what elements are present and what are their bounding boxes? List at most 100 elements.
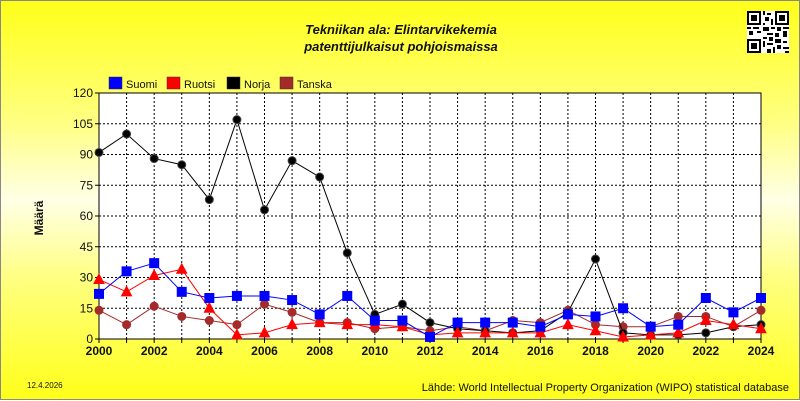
legend-label: Norja (244, 79, 271, 91)
data-point (231, 328, 243, 340)
y-tick-label: 15 (80, 301, 94, 315)
x-tick-label: 2016 (527, 344, 554, 358)
data-point (149, 154, 159, 164)
data-point (93, 272, 105, 285)
chart-title-line-2: patenttijulkaisut pohjoismaissa (304, 39, 498, 54)
data-point (231, 290, 242, 301)
series-suomi (94, 258, 766, 342)
data-point (258, 326, 271, 338)
legend-swatch (226, 76, 241, 90)
data-point (203, 301, 216, 313)
legend-item-norja: Norja (226, 76, 271, 91)
data-point (342, 290, 353, 301)
data-point (204, 316, 214, 326)
y-axis: 0 15 30 45 60 75 90 105 120 (73, 86, 99, 346)
data-point (479, 326, 491, 338)
y-tick-label: 75 (80, 178, 94, 192)
data-point (259, 290, 270, 301)
x-tick-label: 2022 (692, 344, 719, 358)
x-tick-label: 2018 (582, 344, 609, 358)
data-point (287, 156, 297, 166)
data-point (204, 195, 214, 205)
data-point (756, 293, 766, 303)
data-point (701, 328, 711, 338)
x-tick-label: 2008 (306, 344, 333, 358)
footer-source: Lähde: World Intellectual Property Organ… (421, 382, 789, 394)
data-point (480, 317, 491, 328)
data-point (645, 321, 656, 332)
data-point (232, 320, 242, 330)
data-point (287, 295, 298, 306)
data-point (314, 309, 325, 320)
data-point (313, 316, 326, 328)
x-tick-label: 2006 (251, 344, 278, 358)
data-point (728, 307, 739, 318)
data-point (618, 303, 629, 314)
x-tick-label: 2002 (141, 344, 168, 358)
footer-date: 12.4.2026 (27, 381, 63, 390)
y-tick-label: 0 (86, 332, 93, 346)
data-point (591, 254, 600, 264)
y-tick-label: 90 (80, 148, 94, 162)
legend-item-ruotsi: Ruotsi (166, 76, 215, 91)
data-point (176, 286, 187, 297)
y-tick-label: 60 (80, 209, 94, 223)
data-point (287, 307, 297, 317)
data-point (590, 311, 601, 322)
data-point (149, 258, 160, 269)
data-point (451, 326, 464, 338)
data-point (148, 268, 160, 280)
data-point (562, 318, 574, 330)
data-point (397, 299, 407, 309)
x-tick-label: 2024 (748, 344, 775, 358)
y-tick-label: 30 (80, 271, 94, 285)
data-point (617, 330, 629, 342)
legend-item-suomi: Suomi (108, 76, 157, 91)
data-point (673, 319, 684, 330)
legend-swatch (279, 76, 294, 90)
x-tick-label: 2014 (472, 344, 499, 358)
series-layer (93, 115, 767, 342)
y-tick-label: 120 (73, 86, 93, 100)
legend-label: Suomi (126, 79, 157, 91)
data-point (341, 318, 354, 330)
data-point (177, 160, 187, 170)
data-point (94, 147, 104, 157)
data-point (177, 311, 187, 321)
data-point (396, 320, 409, 332)
data-point (452, 317, 463, 328)
data-point (94, 305, 104, 315)
x-tick-label: 2020 (637, 344, 664, 358)
y-tick-label: 105 (73, 117, 93, 131)
data-point (232, 115, 242, 125)
data-point (589, 324, 602, 336)
qr-code-icon (747, 11, 789, 53)
x-tick-label: 2000 (86, 344, 113, 358)
x-tick-label: 2010 (361, 344, 388, 358)
data-point (175, 262, 188, 274)
data-point (425, 331, 435, 342)
data-point (673, 311, 683, 321)
data-point (425, 318, 435, 328)
data-point (120, 285, 133, 297)
legend-item-tanska: Tanska (279, 76, 333, 91)
data-point (260, 299, 269, 309)
data-point (506, 326, 519, 338)
chart-title-line-1: Tekniikan ala: Elintarvikekemia (305, 22, 497, 37)
data-point (700, 293, 711, 303)
data-point (94, 288, 104, 299)
x-axis: 2000 2002 2004 2006 2008 2010 2012 2014 2016 2018… (86, 339, 775, 358)
data-point (121, 266, 132, 277)
data-point (122, 129, 132, 139)
legend-label: Tanska (297, 79, 333, 91)
x-tick-label: 2012 (417, 344, 444, 358)
chart-title: Tekniikan ala: Elintarvikekemia patentti… (1, 21, 800, 55)
data-point (534, 326, 547, 338)
data-point (397, 315, 408, 326)
legend-swatch (108, 76, 123, 90)
data-point (756, 305, 766, 315)
data-point (562, 309, 573, 320)
data-point (672, 326, 685, 338)
